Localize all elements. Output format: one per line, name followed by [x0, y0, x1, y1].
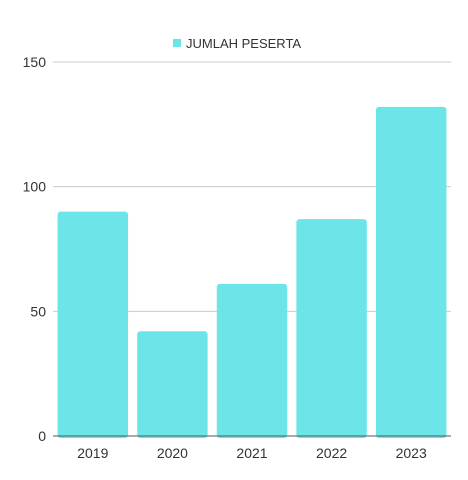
- bars: [57, 106, 447, 438]
- x-tick-label-2019: 2019: [77, 445, 108, 461]
- bar-2023: [375, 106, 447, 438]
- x-tick-label-2022: 2022: [316, 445, 347, 461]
- legend-label-jumlah-peserta: JUMLAH PESERTA: [186, 36, 301, 51]
- x-tick-label-2021: 2021: [236, 445, 267, 461]
- x-tick-label-2023: 2023: [396, 445, 427, 461]
- y-tick-label: 0: [38, 428, 46, 444]
- y-tick-label: 50: [30, 303, 46, 319]
- bar-2019: [57, 211, 129, 438]
- y-axis-ticks: 0 50 100 150: [23, 54, 47, 444]
- bar-2022: [296, 219, 367, 438]
- bar-2020: [137, 331, 208, 438]
- legend-swatch: [173, 39, 181, 47]
- y-tick-label: 150: [23, 54, 47, 70]
- legend: JUMLAH PESERTA: [173, 36, 301, 51]
- x-tick-label-2020: 2020: [157, 445, 188, 461]
- x-axis-ticks: 2019 2020 2021 2022 2023: [77, 445, 427, 461]
- bar-2021: [216, 283, 288, 438]
- y-tick-label: 100: [23, 179, 47, 195]
